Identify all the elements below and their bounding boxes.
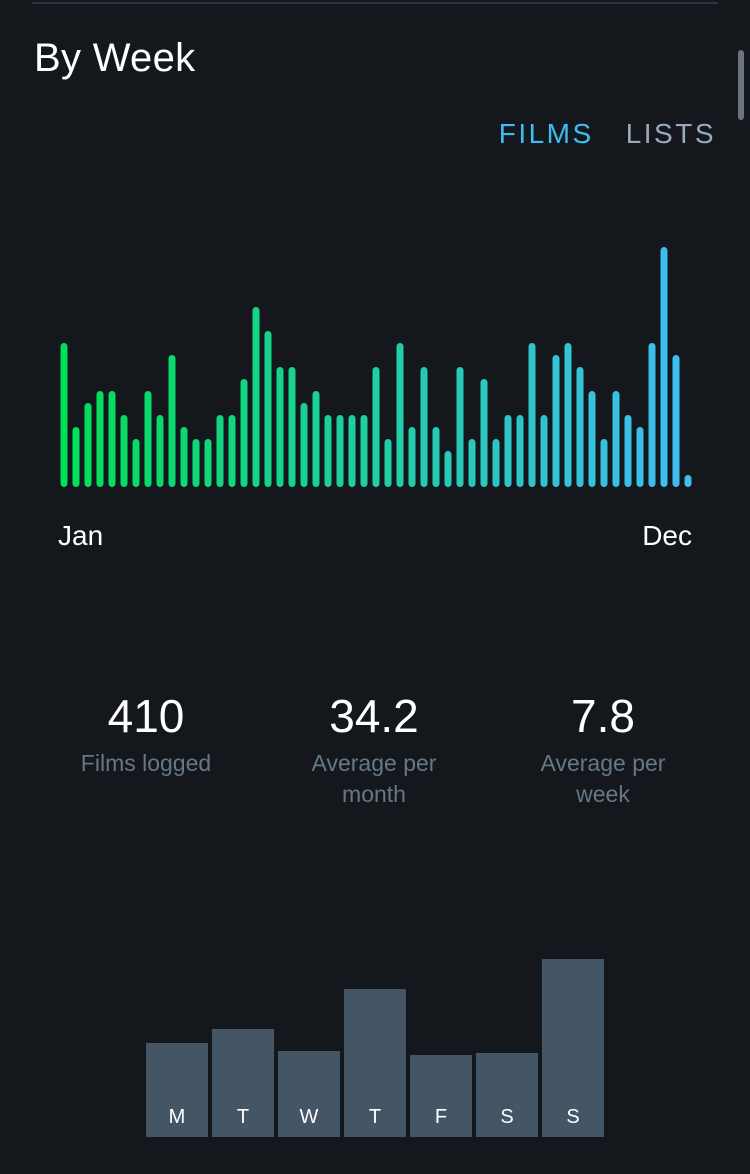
week-bar[interactable] xyxy=(648,343,656,487)
week-bar[interactable] xyxy=(408,427,416,487)
week-bar[interactable] xyxy=(624,415,632,487)
stat-label: Average per month xyxy=(311,750,437,807)
week-bar[interactable] xyxy=(516,415,524,487)
section-title: By Week xyxy=(34,36,196,80)
top-divider xyxy=(32,2,718,4)
week-bar[interactable] xyxy=(660,247,668,487)
week-bar[interactable] xyxy=(180,427,188,487)
week-bar[interactable] xyxy=(480,379,488,487)
week-bar[interactable] xyxy=(168,355,176,487)
week-bar[interactable] xyxy=(576,367,584,487)
stat-value: 34.2 xyxy=(329,690,419,742)
week-bar[interactable] xyxy=(276,367,284,487)
week-bar[interactable] xyxy=(384,439,392,487)
week-bar[interactable] xyxy=(336,415,344,487)
stat-films-logged: 410 Films logged xyxy=(36,690,256,779)
tab-films[interactable]: FILMS xyxy=(498,118,594,149)
day-label: M xyxy=(169,1106,186,1128)
week-bar[interactable] xyxy=(600,439,608,487)
week-bar[interactable] xyxy=(252,307,260,487)
week-bar[interactable] xyxy=(528,343,536,487)
day-bar[interactable] xyxy=(476,1053,538,1137)
week-bar[interactable] xyxy=(60,343,68,487)
week-bar[interactable] xyxy=(156,415,164,487)
week-bar[interactable] xyxy=(432,427,440,487)
week-bar[interactable] xyxy=(108,391,116,487)
day-bar[interactable] xyxy=(410,1055,472,1137)
day-label: W xyxy=(300,1106,319,1128)
week-bar[interactable] xyxy=(468,439,476,487)
week-bar[interactable] xyxy=(612,391,620,487)
week-bar[interactable] xyxy=(636,427,644,487)
week-bar[interactable] xyxy=(216,415,224,487)
week-bar[interactable] xyxy=(312,391,320,487)
stat-label: Films logged xyxy=(80,750,212,776)
stat-average-per-month: 34.2 Average per month xyxy=(264,690,484,810)
week-bar[interactable] xyxy=(84,403,92,487)
week-bar[interactable] xyxy=(396,343,404,487)
week-bar[interactable] xyxy=(564,343,572,487)
week-bar[interactable] xyxy=(228,415,236,487)
stat-value: 410 xyxy=(107,690,185,742)
week-bar[interactable] xyxy=(420,367,428,487)
stat-value: 7.8 xyxy=(571,690,635,742)
day-bar[interactable] xyxy=(344,989,406,1137)
day-bar[interactable] xyxy=(212,1029,274,1137)
stat-label: Average per week xyxy=(540,750,666,807)
day-label: F xyxy=(435,1106,447,1128)
week-bar[interactable] xyxy=(360,415,368,487)
tab-lists[interactable]: LISTS xyxy=(625,118,716,149)
day-label: S xyxy=(500,1106,513,1128)
weekly-bar-chart xyxy=(60,247,692,487)
day-bar[interactable] xyxy=(278,1051,340,1137)
week-bar[interactable] xyxy=(96,391,104,487)
week-bar[interactable] xyxy=(264,331,272,487)
chart-tabs: FILMS LISTS xyxy=(499,118,716,150)
week-bar[interactable] xyxy=(672,355,680,487)
x-axis-end-label: Dec xyxy=(642,520,692,551)
week-bar[interactable] xyxy=(540,415,548,487)
week-bar[interactable] xyxy=(324,415,332,487)
week-bar[interactable] xyxy=(456,367,464,487)
day-bar[interactable] xyxy=(542,959,604,1137)
week-bar[interactable] xyxy=(192,439,200,487)
week-bar[interactable] xyxy=(504,415,512,487)
week-bar[interactable] xyxy=(348,415,356,487)
scrollbar[interactable] xyxy=(738,50,744,120)
week-bar[interactable] xyxy=(132,439,140,487)
week-bar[interactable] xyxy=(288,367,296,487)
week-bar[interactable] xyxy=(240,379,248,487)
day-label: T xyxy=(237,1106,249,1128)
week-bar[interactable] xyxy=(204,439,212,487)
x-axis-start-label: Jan xyxy=(58,520,104,551)
week-bar[interactable] xyxy=(372,367,380,487)
week-bar[interactable] xyxy=(588,391,596,487)
week-bar[interactable] xyxy=(300,403,308,487)
week-bar[interactable] xyxy=(120,415,128,487)
week-bar[interactable] xyxy=(552,355,560,487)
stat-average-per-week: 7.8 Average per week xyxy=(493,690,713,810)
day-bar[interactable] xyxy=(146,1043,208,1137)
week-bar[interactable] xyxy=(444,451,452,487)
day-label: T xyxy=(369,1106,381,1128)
week-bar[interactable] xyxy=(492,439,500,487)
week-bar[interactable] xyxy=(144,391,152,487)
week-bar[interactable] xyxy=(72,427,80,487)
week-bar[interactable] xyxy=(684,475,692,487)
day-label: S xyxy=(566,1106,579,1128)
